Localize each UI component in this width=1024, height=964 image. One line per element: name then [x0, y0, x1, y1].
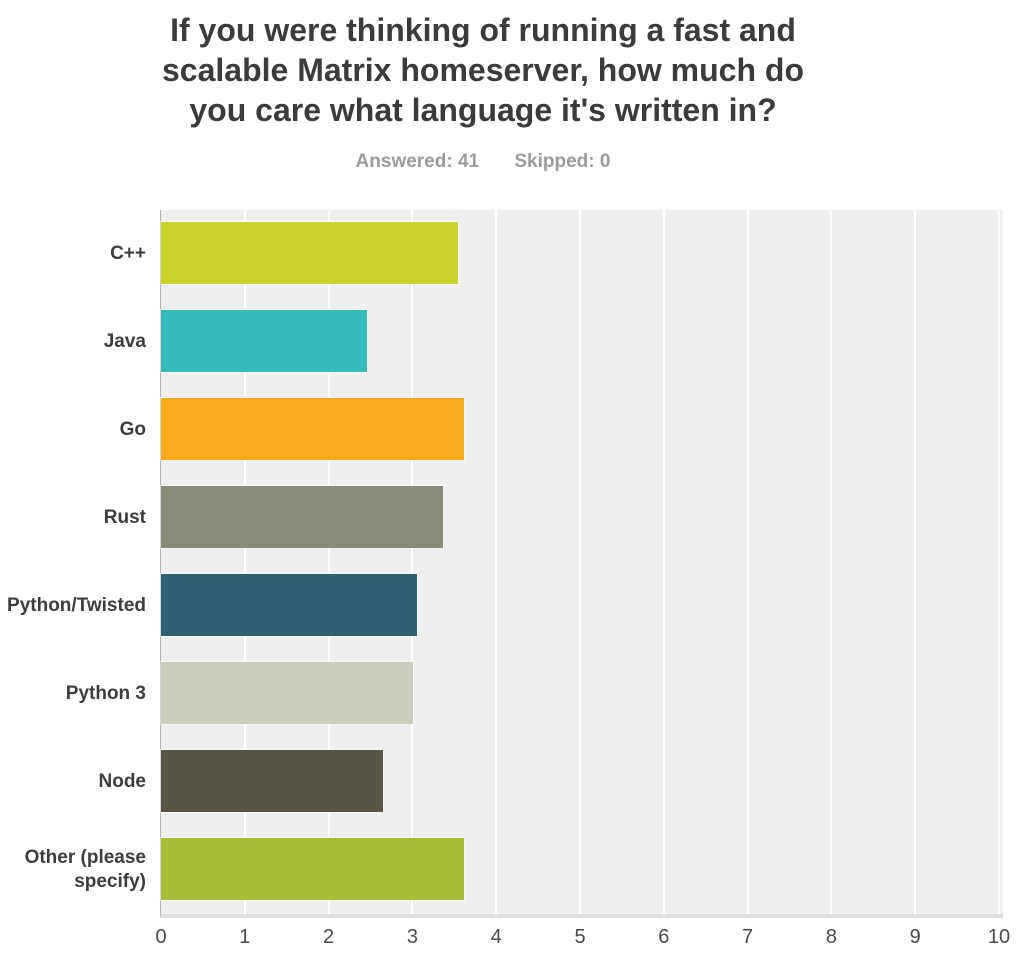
title-line: If you were thinking of running a fast a…	[170, 12, 796, 48]
x-tick-label: 8	[825, 926, 837, 948]
bar	[161, 398, 464, 460]
x-tick-label: 10	[987, 926, 1011, 948]
plot-area	[160, 210, 1003, 918]
gridline	[830, 210, 833, 914]
category-label: Python/Twisted	[7, 595, 146, 616]
category-label: Java	[103, 331, 146, 352]
x-tick-label: 7	[742, 926, 754, 948]
x-tick-label: 0	[155, 926, 167, 948]
x-tick-label: 9	[909, 926, 921, 948]
x-tick-label: 1	[239, 926, 251, 948]
bar	[161, 750, 384, 812]
gridline	[998, 210, 1000, 914]
gridline	[243, 210, 246, 914]
category-label: C++	[110, 243, 146, 264]
gridline	[746, 210, 749, 914]
bar	[161, 222, 458, 284]
category-labels: C++ Java Go Rust Python/Twisted Python 3 Node O…	[0, 210, 146, 914]
skipped-stat: Skipped: 0	[514, 151, 611, 172]
x-axis: 0 1 2 3 4 5 6 7 8 9 10	[155, 926, 1010, 956]
bar	[161, 574, 418, 636]
x-tick-label: 6	[658, 926, 670, 948]
x-tick-label: 4	[490, 926, 502, 948]
x-tick-label: 5	[574, 926, 586, 948]
title-line: scalable Matrix homeserver, how much do	[162, 52, 804, 88]
chart-title: If you were thinking of running a fast a…	[0, 10, 966, 130]
answered-stat: Answered: 41	[355, 151, 480, 172]
title-line: you care what language it's written in?	[189, 92, 777, 128]
category-label: Node	[98, 771, 147, 792]
category-label: Python 3	[65, 683, 146, 704]
bar	[161, 310, 368, 372]
bar	[161, 838, 465, 900]
gridline	[914, 210, 917, 914]
bar	[161, 486, 444, 548]
category-label: Go	[119, 419, 146, 440]
x-tick-label: 3	[406, 926, 418, 948]
gridline	[495, 210, 498, 914]
category-label: Other (please specify)	[24, 847, 146, 892]
category-label: Rust	[103, 507, 146, 528]
gridline	[662, 210, 665, 914]
gridline	[579, 210, 581, 914]
gridline	[327, 210, 330, 914]
bar	[161, 662, 414, 724]
x-tick-label: 2	[323, 926, 335, 948]
response-stats: Answered: 41 Skipped: 0	[0, 151, 966, 173]
gridline	[411, 210, 414, 914]
